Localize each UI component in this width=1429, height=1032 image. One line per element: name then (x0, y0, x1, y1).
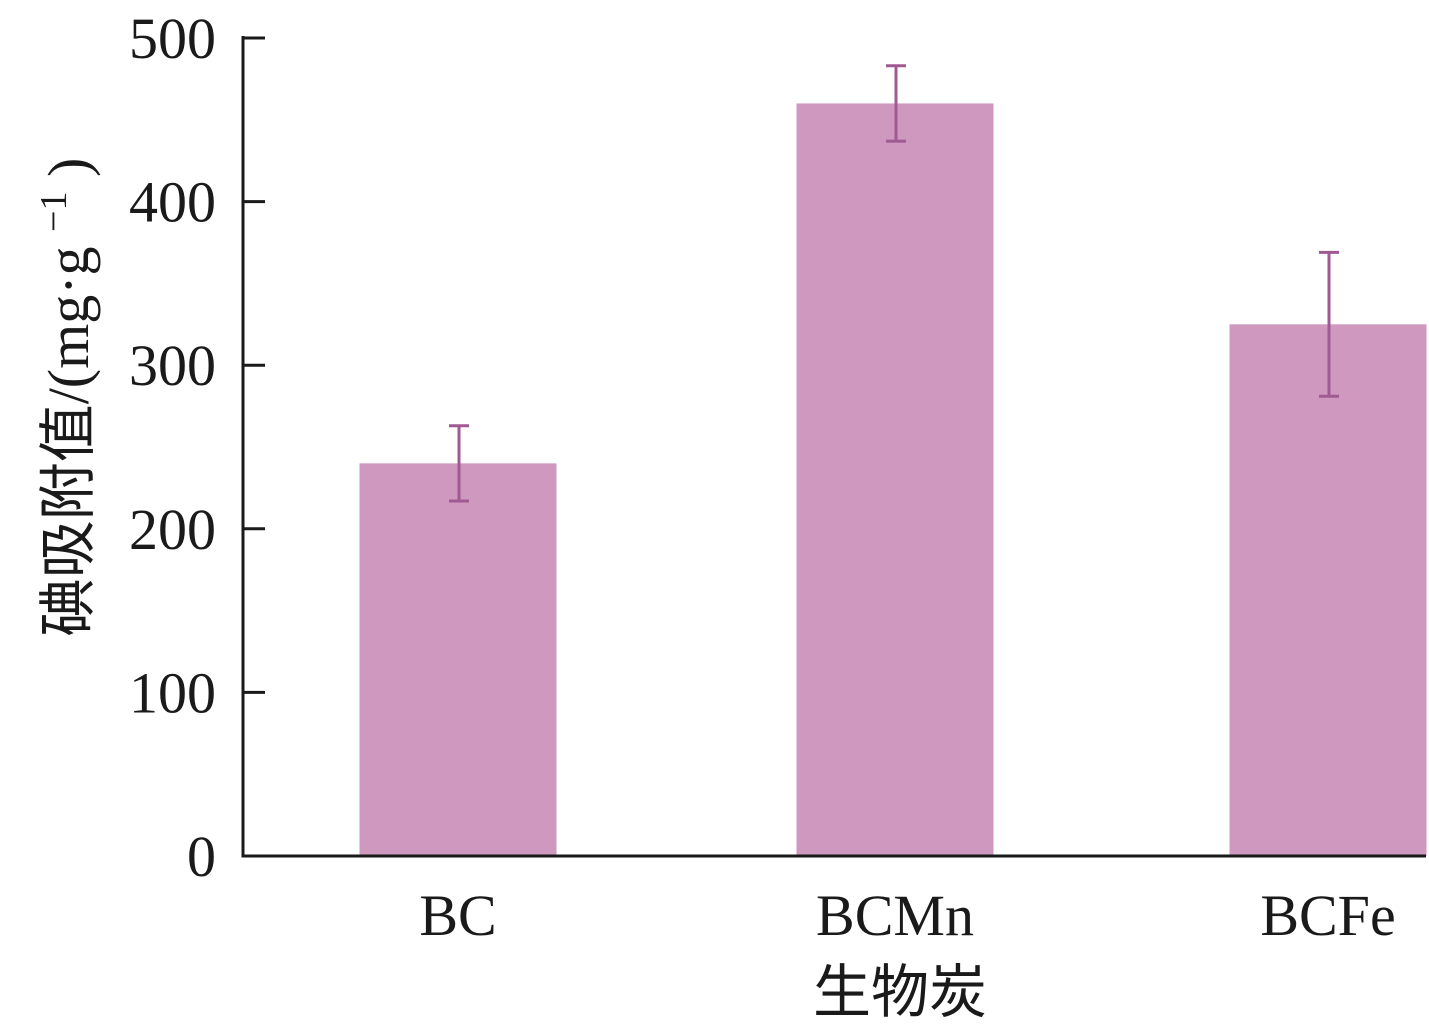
x-axis-title: 生物炭 (813, 960, 987, 1025)
y-axis-title: 碘吸附值/(mg·g −1 ) (14, 158, 101, 637)
y-axis-title-superscript: −1 (33, 192, 75, 232)
bar-bcmn (796, 103, 994, 856)
x-tick-labels-layer: BC BCMn BCFe (419, 883, 1395, 948)
error-bar-bc (449, 424, 469, 503)
bars-layer (359, 103, 1427, 856)
error-bar-bcmn (886, 64, 906, 143)
error-bars-layer (449, 64, 1339, 503)
y-axis-title-suffix: ) (36, 158, 101, 177)
y-tick-label-100: 100 (129, 660, 216, 725)
axes-layer (241, 36, 1426, 858)
y-tick-label-300: 300 (129, 333, 216, 398)
y-tick-label-200: 200 (129, 497, 216, 562)
y-tick-label-400: 400 (129, 170, 216, 235)
x-tick-label-bcfe: BCFe (1260, 883, 1395, 948)
bar-bcfe (1229, 324, 1427, 856)
y-axis-title-main: 碘吸附值/(mg·g (36, 246, 101, 636)
error-bar-bcfe (1319, 250, 1339, 398)
y-ticks-layer: 0 100 200 300 400 500 (129, 6, 265, 889)
y-tick-label-500: 500 (129, 6, 216, 71)
bar-bc (359, 463, 557, 856)
x-tick-label-bc: BC (419, 883, 496, 948)
y-tick-label-0: 0 (187, 824, 216, 889)
x-tick-label-bcmn: BCMn (816, 883, 974, 948)
